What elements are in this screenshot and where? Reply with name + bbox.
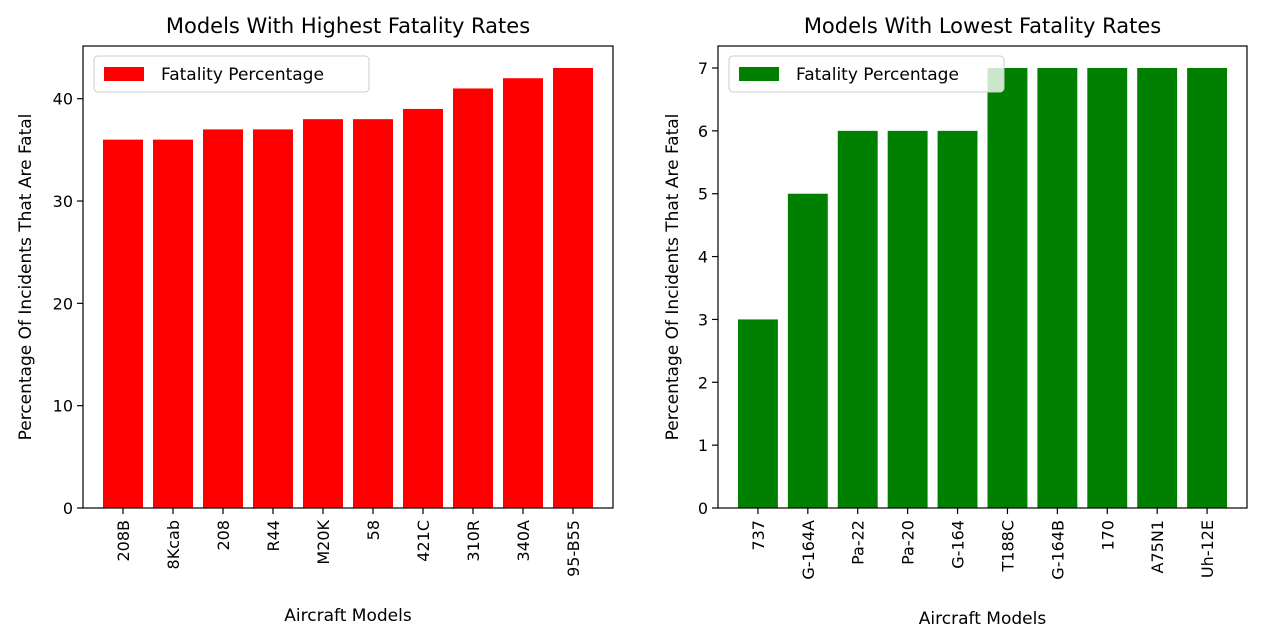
bar-G-164A [787,193,828,508]
y-tick-label: 6 [698,122,708,141]
legend-box [93,55,370,93]
x-tick-label: 421C [414,520,433,562]
x-tick-label: 310R [464,520,483,562]
bar-737 [737,319,778,508]
y-tick-label: 30 [53,192,73,211]
y-axis-label: Percentage Of Incidents That Are Fatal [16,114,36,441]
bar-G-164B [1037,68,1078,508]
bar-Uh-12E [1187,68,1228,508]
legend-label: Fatality Percentage [161,65,324,85]
plot-frame [82,45,614,509]
legend: Fatality Percentage [93,55,370,93]
bar-M20K [303,119,343,508]
chart-title: Models With Highest Fatality Rates [166,14,530,38]
x-tick-label: A75N1 [1148,520,1167,573]
y-tick-label: 7 [698,59,708,78]
x-tick-label: 170 [1098,520,1117,551]
x-tick-label: M20K [314,519,333,564]
y-tick-label: 4 [698,248,708,267]
y-tick-label: 2 [698,373,708,392]
x-tick-label: 8Kcab [164,520,183,569]
bar-170 [1087,68,1128,508]
y-tick-label: 0 [63,499,73,518]
chart-panel-1: Models With Highest Fatality Rates 0 10 20 3… [16,14,614,626]
legend: Fatality Percentage [728,55,1005,93]
bar-421C [403,108,443,509]
chart-panel-2: Models With Lowest Fatality Rates 0 1 2 3 4 5 6… [663,14,1248,629]
legend-swatch [739,67,779,81]
bar-A75N1 [1137,68,1178,508]
bar-340A [503,78,543,508]
y-tick-label: 1 [698,436,708,455]
x-tick-label: 208B [114,520,133,562]
chart-title: Models With Lowest Fatality Rates [804,14,1161,38]
x-tick-label: G-164A [799,520,818,580]
bar-310R [453,88,493,508]
y-tick-label: 20 [53,294,73,313]
legend-label: Fatality Percentage [796,65,959,85]
x-tick-label: Pa-22 [849,520,868,565]
x-tick-label: 340A [514,520,533,562]
y-tick-label: 0 [698,499,708,518]
x-tick-label: R44 [264,520,283,551]
y-tick-label: 5 [698,185,708,204]
x-tick-label: 58 [364,520,383,540]
y-tick-label: 10 [53,397,73,416]
y-axis-label: Percentage Of Incidents That Are Fatal [663,114,683,441]
x-tick-label: Pa-20 [899,520,918,565]
bar-Pa-22 [837,130,878,509]
bar-G-164 [937,130,978,509]
legend-box [728,55,1005,93]
bar-208B [103,139,143,508]
y-tick-label: 3 [698,310,708,329]
bar-95-B55 [553,68,593,508]
bar-8Kcab [153,139,193,508]
x-tick-label: 208 [214,520,233,551]
bar-208 [203,129,243,508]
legend-swatch [104,67,144,81]
bar-R44 [253,129,293,508]
x-axis-label: Aircraft Models [284,606,412,626]
plot-frame [717,45,1248,509]
x-tick-label: T188C [998,520,1017,572]
x-tick-label: 737 [749,520,768,551]
x-axis-label: Aircraft Models [919,609,1047,629]
y-tick-label: 40 [53,90,73,109]
x-tick-label: G-164B [1048,520,1067,580]
x-tick-label: G-164 [949,520,968,569]
x-tick-label: 95-B55 [564,520,583,577]
bar-58 [353,119,393,508]
bar-T188C [987,68,1028,508]
bar-Pa-20 [887,130,928,509]
x-tick-label: Uh-12E [1198,520,1217,578]
